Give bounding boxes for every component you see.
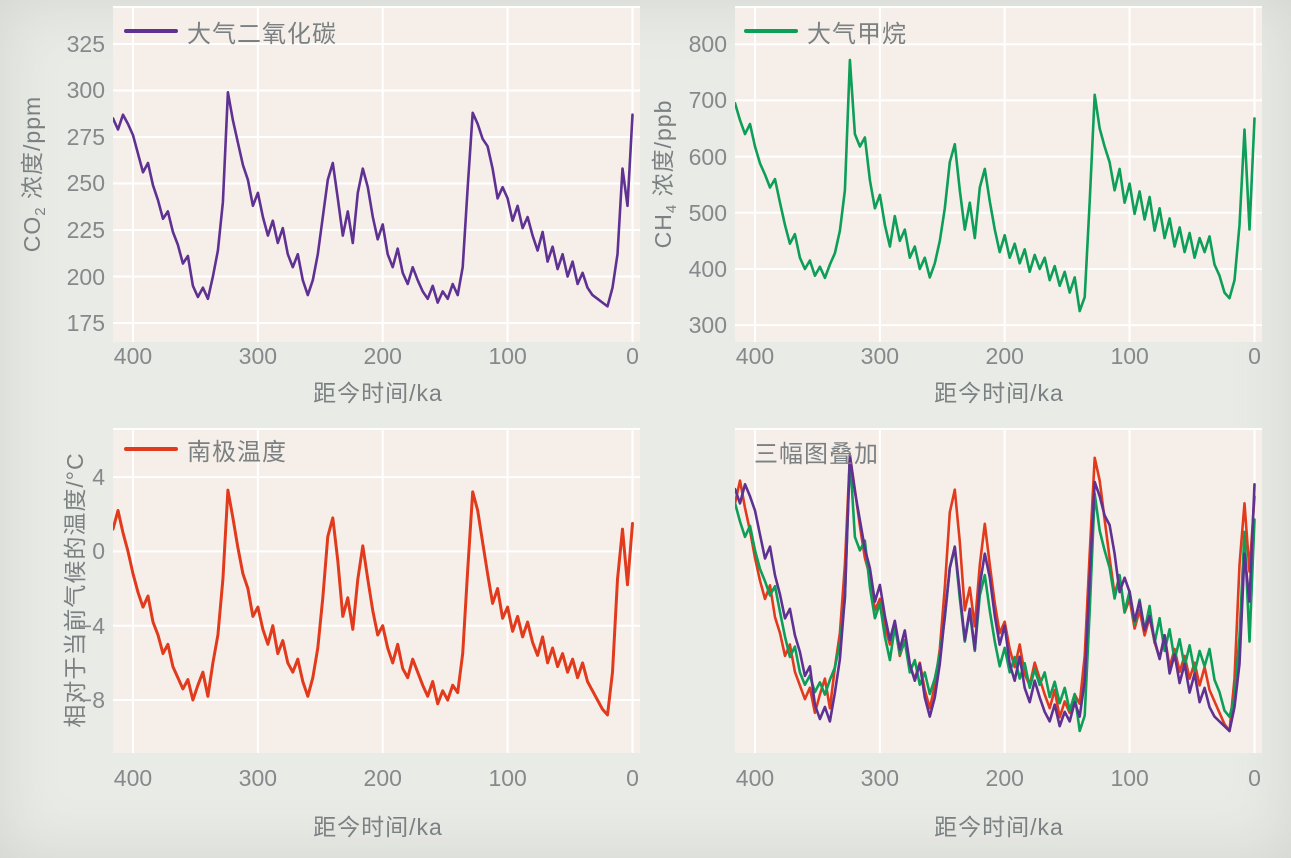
ch4-y-tick-label: 600 — [688, 143, 727, 170]
co2-legend-line-swatch — [124, 29, 178, 33]
temp-y-tick-label: 0 — [92, 538, 105, 565]
overlay-x-axis-title: 距今时间/ka — [934, 814, 1064, 840]
overlay-x-tick-label: 400 — [735, 765, 775, 791]
temperature-legend-label: 南极温度 — [187, 438, 287, 466]
series-line-co2 — [735, 454, 1256, 733]
temp-x-tick-label: 300 — [238, 765, 278, 791]
series-line-temp — [113, 488, 634, 717]
ch4-y-tick-label: 800 — [688, 31, 727, 58]
co2-y-tick-label: 325 — [66, 30, 105, 57]
co2-x-tick-label: 100 — [488, 343, 527, 369]
ch4-x-tick-label: 300 — [860, 343, 900, 369]
ch4-y-tick-label: 700 — [688, 87, 727, 114]
temp-y-tick-label: 4 — [92, 464, 105, 491]
temp-y-tick-label: −4 — [78, 612, 105, 639]
ch4-x-tick-label: 200 — [985, 343, 1024, 369]
series-line-co2 — [113, 91, 634, 308]
series-line-ch4 — [735, 58, 1256, 313]
overlay-title: 三幅图叠加 — [754, 436, 879, 468]
ch4-plot-panel — [735, 6, 1262, 342]
overlay-x-tick-label: 200 — [985, 765, 1024, 791]
temp-x-tick-label: 400 — [113, 765, 153, 791]
ch4-y-tick-label: 400 — [688, 255, 727, 282]
ch4-y-tick-label: 500 — [688, 199, 727, 226]
ch4-legend-label: 大气甲烷 — [807, 20, 907, 48]
series-line-ch4 — [735, 454, 1256, 733]
ch4-x-tick-label: 0 — [1248, 343, 1261, 369]
overlay-x-tick-label: 0 — [1248, 765, 1261, 791]
co2-y-tick-label: 225 — [66, 217, 105, 243]
co2-y-tick-label: 175 — [66, 310, 105, 337]
co2-y-tick-label: 275 — [66, 123, 105, 150]
co2-y-tick-label: 300 — [66, 77, 105, 104]
plot-area — [113, 428, 640, 753]
temp-y-tick-label: −8 — [78, 687, 105, 714]
ch4-y-tick-label: 300 — [688, 312, 727, 339]
co2-x-tick-label: 400 — [113, 343, 153, 369]
ch4-x-axis-title: 距今时间/ka — [934, 380, 1064, 406]
co2-x-axis-title: 距今时间/ka — [313, 380, 443, 406]
overlay-title-label: 三幅图叠加 — [754, 440, 879, 468]
co2-y-tick-label: 250 — [66, 170, 105, 197]
co2-legend-label: 大气二氧化碳 — [187, 20, 337, 48]
overlay-plot-panel — [735, 428, 1262, 753]
temp-x-tick-label: 200 — [363, 765, 402, 791]
co2-plot-panel — [113, 6, 640, 342]
co2-subscript: 2 — [32, 206, 49, 216]
co2-x-tick-label: 300 — [238, 343, 278, 369]
ch4-x-tick-label: 100 — [1110, 343, 1149, 369]
ch4-legend-line-swatch — [744, 29, 798, 33]
plot-area — [735, 6, 1262, 342]
plot-area — [113, 6, 640, 342]
overlay-x-tick-label: 100 — [1110, 765, 1149, 791]
plot-area — [735, 428, 1262, 753]
co2-y-tick-label: 200 — [66, 263, 105, 290]
co2-legend: 大气二氧化碳 — [124, 16, 337, 48]
ch4-legend: 大气甲烷 — [744, 16, 907, 48]
ch4-x-tick-label: 400 — [735, 343, 775, 369]
overlay-x-tick-label: 300 — [860, 765, 900, 791]
temperature-plot-panel — [113, 428, 640, 753]
co2-x-tick-label: 0 — [626, 343, 639, 369]
temp-x-tick-label: 0 — [626, 765, 639, 791]
temperature-legend: 南极温度 — [124, 434, 287, 466]
co2-x-tick-label: 200 — [363, 343, 402, 369]
temperature-legend-line-swatch — [124, 447, 178, 451]
temperature-x-axis-title: 距今时间/ka — [313, 814, 443, 840]
temp-x-tick-label: 100 — [488, 765, 527, 791]
